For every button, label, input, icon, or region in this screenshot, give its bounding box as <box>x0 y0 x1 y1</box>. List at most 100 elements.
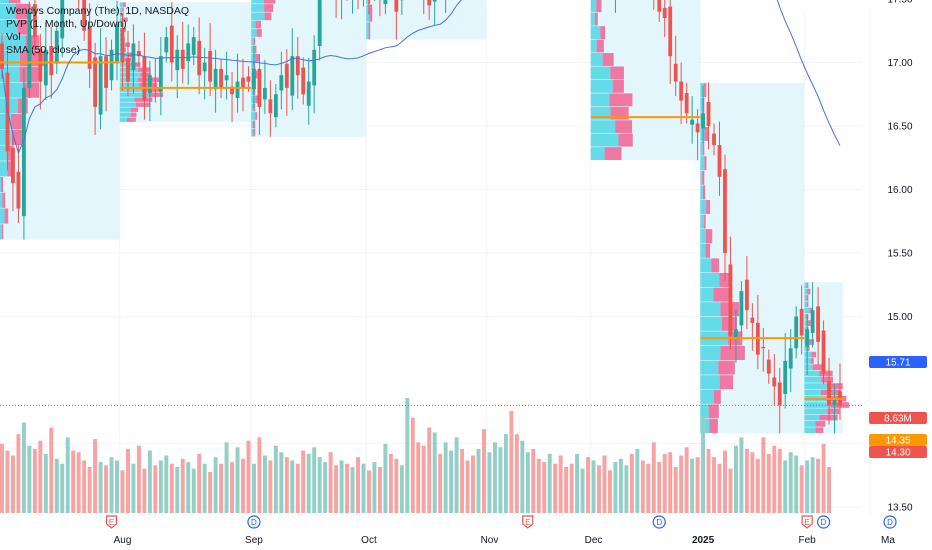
volume-bar <box>153 465 158 513</box>
profile-bar-down <box>703 83 707 98</box>
volume-bar <box>306 453 311 513</box>
volume-bar <box>350 467 355 513</box>
profile-bar-down <box>130 112 137 117</box>
profile-bar-down <box>123 17 128 22</box>
earnings-marker[interactable]: E <box>801 515 813 529</box>
volume-bar <box>257 437 262 513</box>
profile-bar-down <box>264 12 272 21</box>
profile-bar-up <box>804 402 831 408</box>
sma-indicator-label[interactable]: SMA (50, close) <box>6 44 81 56</box>
candle-body <box>761 346 766 349</box>
profile-bar-down <box>256 29 262 37</box>
pvp-indicator-label[interactable]: PVP (1, Month, Up/Down) <box>6 18 127 30</box>
price-tick-label: 13.50 <box>887 503 912 514</box>
profile-bar-up <box>700 346 721 361</box>
volume-bar <box>410 417 415 513</box>
profile-bar-up <box>119 102 136 107</box>
earnings-marker[interactable]: E <box>105 515 118 529</box>
profile-bar-down <box>130 62 141 67</box>
candle-body <box>241 77 245 88</box>
profile-bar-down <box>144 87 162 92</box>
profile-bar-up <box>0 35 26 51</box>
volume-bar <box>750 452 755 513</box>
candle-body <box>202 62 207 72</box>
poc-lines <box>0 61 843 401</box>
volume-bar <box>290 460 295 513</box>
volume-bar <box>520 440 525 513</box>
volume-bar <box>301 450 306 513</box>
candle-body <box>777 382 782 406</box>
svg-text:D: D <box>251 518 257 527</box>
svg-text:D: D <box>656 518 662 527</box>
volume-bar <box>49 427 54 513</box>
candle-body <box>120 28 125 63</box>
volume-bar <box>175 467 180 513</box>
profile-bar-up <box>251 62 254 71</box>
volume-bar <box>38 440 43 513</box>
volume-bar <box>164 455 169 513</box>
volume-bar <box>531 448 536 513</box>
svg-text:E: E <box>109 518 114 527</box>
volume-bar <box>509 411 514 513</box>
volume-bar <box>197 453 202 513</box>
dividend-marker[interactable]: D <box>652 515 666 529</box>
candle-body <box>115 24 119 62</box>
profile-bar-down <box>827 408 840 415</box>
symbol-title[interactable]: Wendys Company (The), 1D, NASDAQ <box>6 5 190 17</box>
candle-body <box>284 63 289 88</box>
profile-bar-up <box>590 66 611 80</box>
price-tick-label: 17.50 <box>887 0 912 6</box>
volume-bar <box>104 465 109 513</box>
volume-bar <box>646 463 651 513</box>
profile-bar-up <box>700 287 714 302</box>
volume-bar <box>766 453 771 513</box>
volume-bar <box>492 442 497 513</box>
volume-bar <box>366 470 371 513</box>
profile-bar-down <box>6 145 12 161</box>
candle-body <box>673 63 678 82</box>
profile-bar-down <box>369 4 373 22</box>
profile-bar-up <box>590 39 597 53</box>
profile-bar-down <box>122 12 124 17</box>
dividend-marker[interactable]: D <box>247 515 261 529</box>
volume-bar <box>679 455 684 513</box>
earnings-marker[interactable]: E <box>522 515 534 529</box>
profile-bar-down <box>719 272 730 287</box>
profile-bar-down <box>705 229 713 244</box>
volume-bar <box>695 457 700 513</box>
volume-bar <box>788 452 793 513</box>
profile-bar-up <box>700 243 706 258</box>
profile-bar-up <box>251 12 265 21</box>
profile-bar-up <box>700 156 705 171</box>
profile-bar-down <box>122 7 124 12</box>
profile-bar-up <box>119 17 124 22</box>
profile-bar-up <box>590 26 601 40</box>
time-tick-label: Aug <box>114 535 132 546</box>
dividend-marker[interactable]: D <box>816 515 831 529</box>
volume-bar <box>16 434 21 513</box>
profile-bar-down <box>22 82 40 98</box>
profile-bar-down <box>8 0 21 4</box>
candle-body <box>32 4 37 38</box>
profile-bar-down <box>4 208 9 224</box>
dividend-marker[interactable]: D <box>883 515 897 529</box>
profile-bar-down <box>127 117 136 122</box>
profile-bar-up <box>0 161 8 177</box>
volume-bar <box>284 457 289 513</box>
profile-bar-up <box>804 427 816 434</box>
volume-bar <box>449 450 454 513</box>
volume-bar <box>405 398 410 513</box>
profile-bar-down <box>254 70 258 79</box>
volume-bar <box>657 462 662 513</box>
volume-bar <box>460 448 465 513</box>
svg-text:8.63M: 8.63M <box>884 414 912 425</box>
volume-indicator-label[interactable]: Vol <box>6 31 21 43</box>
volume-bar <box>723 450 727 513</box>
time-axis[interactable]: Aug Sep Oct Nov Dec 2025 Feb Ma <box>114 535 896 546</box>
profile-bar-up <box>590 147 605 160</box>
profile-bar-down <box>255 54 260 62</box>
volume-bar <box>744 448 749 513</box>
price-tick-label: 15.50 <box>887 249 912 260</box>
